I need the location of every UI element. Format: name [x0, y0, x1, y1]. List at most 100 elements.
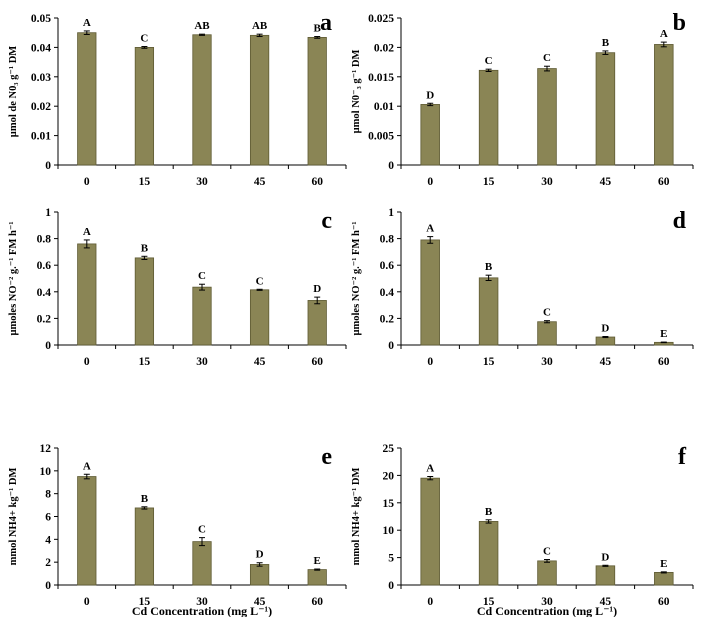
- x-tick-label: 30: [541, 176, 553, 188]
- significance-letter: C: [140, 33, 148, 45]
- y-tick-label: 0.2: [37, 313, 52, 325]
- bar: [420, 477, 440, 586]
- significance-letter: C: [256, 275, 264, 287]
- significance-letter: B: [602, 37, 610, 49]
- y-tick-label: 20: [383, 470, 395, 482]
- y-tick-label: 1: [45, 207, 51, 219]
- bar: [249, 34, 270, 166]
- y-tick-label: 0.01: [31, 131, 51, 143]
- bar: [595, 52, 616, 166]
- y-tick-label: 0.01: [374, 101, 394, 113]
- x-axis-label: Cd Concentration (mg L⁻¹): [132, 604, 272, 617]
- x-tick-label: 60: [311, 356, 323, 368]
- x-tick-label: 45: [254, 356, 266, 368]
- significance-letter: C: [543, 52, 551, 64]
- panel-letter: c: [321, 208, 332, 234]
- y-tick-label: 0.6: [37, 260, 52, 272]
- bar: [537, 68, 557, 166]
- chart-panel-f: 0 5 10 15 20 25 A 0 B 15 C 30 D 45 E 60 f mmol NH4+ kg⁻¹ …: [351, 443, 694, 617]
- y-tick-label: 0.05: [31, 13, 51, 25]
- panel-letter: f: [678, 444, 687, 470]
- y-tick-label: 0.8: [380, 234, 395, 246]
- x-tick-label: 0: [427, 176, 433, 188]
- significance-letter: D: [256, 549, 264, 561]
- bar: [537, 560, 557, 586]
- bar: [478, 277, 499, 346]
- y-tick-label: 10: [40, 466, 52, 478]
- x-tick-label: 60: [311, 176, 323, 188]
- x-tick-label: 30: [196, 356, 208, 368]
- bar: [307, 300, 327, 346]
- bar: [307, 37, 327, 166]
- significance-letter: AB: [252, 20, 268, 32]
- significance-letter: D: [426, 89, 434, 101]
- y-tick-label: 0.8: [37, 234, 52, 246]
- y-tick-label: 2: [45, 557, 51, 569]
- y-axis-label: µmol N0⁻₃ g⁻¹ DM: [351, 50, 362, 134]
- bar: [420, 239, 440, 346]
- significance-letter: D: [601, 551, 609, 563]
- y-tick-label: 0.4: [380, 287, 395, 299]
- x-tick-label: 30: [196, 596, 208, 608]
- significance-letter: D: [313, 283, 321, 295]
- y-axis-label: mmol NH4+ kg⁻¹ DM: [351, 468, 362, 566]
- x-tick-label: 15: [139, 596, 151, 608]
- bar: [249, 289, 270, 346]
- x-tick-label: 60: [658, 596, 670, 608]
- significance-letter: B: [485, 506, 493, 518]
- y-tick-label: 8: [45, 489, 51, 501]
- significance-letter: A: [426, 223, 434, 235]
- y-tick-label: 0.04: [31, 42, 51, 54]
- x-tick-label: 15: [139, 176, 151, 188]
- x-tick-label: 0: [84, 176, 90, 188]
- y-tick-label: 0: [388, 160, 394, 172]
- x-axis-label: Cd Concentration (mg L⁻¹): [477, 604, 617, 617]
- bar: [307, 569, 327, 586]
- x-tick-label: 45: [600, 596, 612, 608]
- y-tick-label: 0: [45, 160, 51, 172]
- significance-letter: B: [141, 242, 149, 254]
- y-tick-label: 0.015: [368, 72, 394, 84]
- x-tick-label: 15: [483, 356, 495, 368]
- panel-letter: d: [673, 208, 687, 234]
- significance-letter: A: [426, 462, 434, 474]
- y-tick-label: 0: [45, 580, 51, 592]
- chart-panel-e: 0 2 4 6 8 10 12 A 0 B 15 C 30 D 45 E 60 e mmol NH4+ kg⁻¹ D…: [8, 443, 347, 617]
- bar: [77, 476, 97, 586]
- x-tick-label: 60: [658, 176, 670, 188]
- bar: [654, 44, 674, 166]
- bar: [595, 336, 616, 346]
- significance-letter: A: [83, 226, 91, 238]
- significance-letter: B: [485, 261, 493, 273]
- panel-letter: b: [673, 10, 686, 36]
- x-tick-label: 30: [541, 596, 553, 608]
- bar: [77, 32, 97, 166]
- significance-letter: A: [83, 460, 91, 472]
- y-tick-label: 0.6: [380, 260, 395, 272]
- x-tick-label: 45: [254, 596, 266, 608]
- bar: [192, 541, 212, 586]
- panel-letter: a: [320, 10, 332, 36]
- y-tick-label: 0: [388, 340, 394, 352]
- y-tick-label: 0.03: [31, 72, 51, 84]
- bar: [420, 104, 440, 166]
- x-tick-label: 45: [600, 176, 612, 188]
- y-tick-label: 0: [45, 340, 51, 352]
- x-tick-label: 15: [483, 176, 495, 188]
- bar: [478, 521, 499, 586]
- significance-letter: E: [314, 555, 321, 567]
- x-tick-label: 45: [254, 176, 266, 188]
- bar: [249, 564, 270, 586]
- y-tick-label: 12: [40, 443, 52, 455]
- y-tick-label: 0.4: [37, 287, 52, 299]
- x-tick-label: 0: [84, 596, 90, 608]
- y-tick-label: 1: [388, 207, 394, 219]
- y-tick-label: 10: [383, 525, 395, 537]
- chart-panel-b: 0 0.005 0.01 0.015 0.02 0.025 D 0 C 15 C 30 B 45 A 60 b µ…: [351, 10, 694, 188]
- significance-letter: C: [543, 307, 551, 319]
- y-tick-label: 0: [388, 580, 394, 592]
- x-tick-label: 60: [311, 596, 323, 608]
- significance-letter: E: [660, 558, 667, 570]
- bar: [478, 69, 499, 166]
